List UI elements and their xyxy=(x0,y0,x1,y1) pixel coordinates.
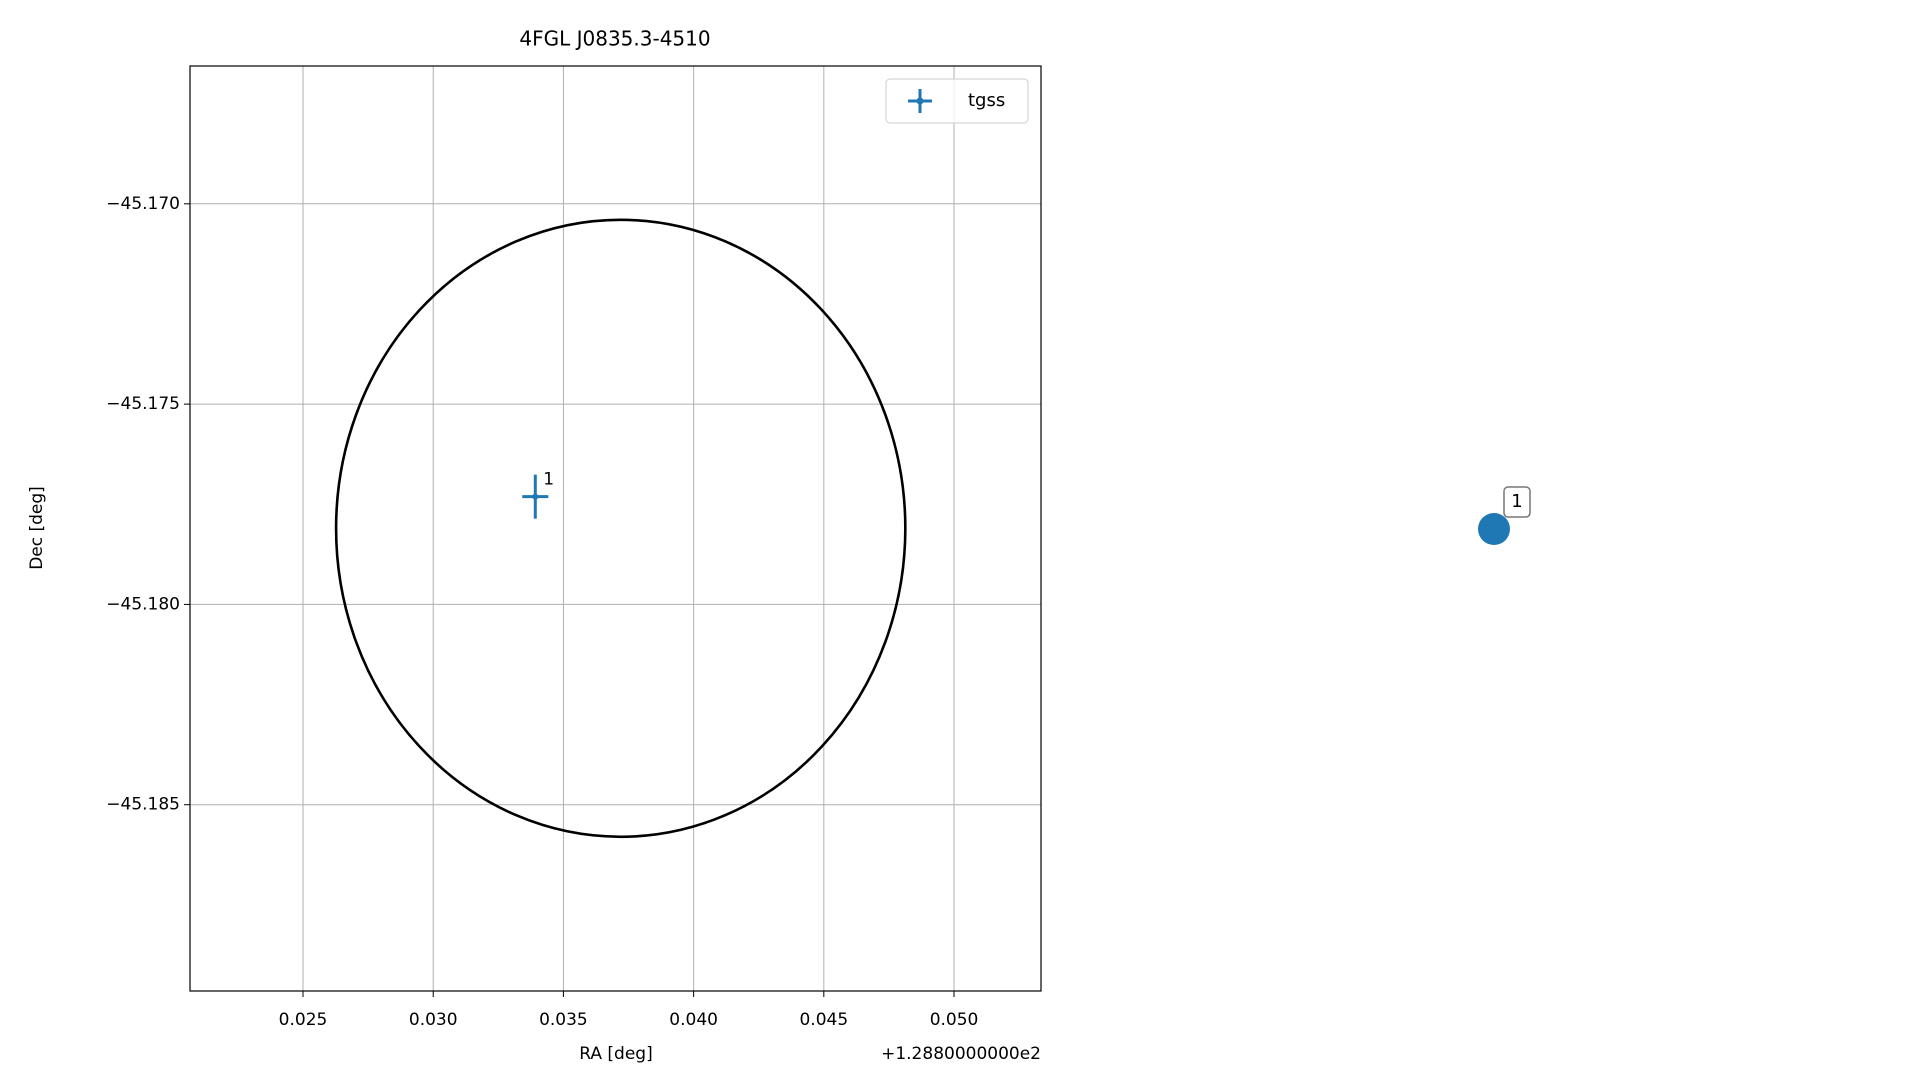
plot-frame xyxy=(189,65,1042,992)
y-tick-label: −45.180 xyxy=(106,594,180,614)
point xyxy=(532,493,539,500)
legend-label: tgss xyxy=(968,90,1005,111)
error-ellipse xyxy=(334,218,907,839)
x-tick-label: 0.035 xyxy=(539,1010,588,1030)
x-tick-label: 0.040 xyxy=(669,1010,718,1030)
legend-box xyxy=(885,78,1029,124)
x-tick-label: 0.025 xyxy=(279,1010,328,1030)
legend-marker xyxy=(916,97,924,105)
x-axis-label: RA [deg] xyxy=(579,1044,652,1064)
chart-title: 4FGL J0835.3-4510 xyxy=(519,27,710,51)
x-tick-label: 0.045 xyxy=(799,1010,848,1030)
y-tick-label: −45.170 xyxy=(106,194,180,214)
y-tick-label: −45.185 xyxy=(106,795,180,815)
y-tick-label: −45.175 xyxy=(106,394,180,414)
x-offset-label: +1.2880000000e2 xyxy=(881,1044,1041,1064)
label-box xyxy=(1503,486,1531,518)
source-marker xyxy=(1478,513,1510,545)
point-label: 1 xyxy=(543,470,554,490)
y-axis-label: Dec [deg] xyxy=(27,486,47,570)
marker-label: 1 xyxy=(1511,491,1522,512)
x-tick-label: 0.030 xyxy=(409,1010,458,1030)
x-tick-label: 0.050 xyxy=(930,1010,979,1030)
